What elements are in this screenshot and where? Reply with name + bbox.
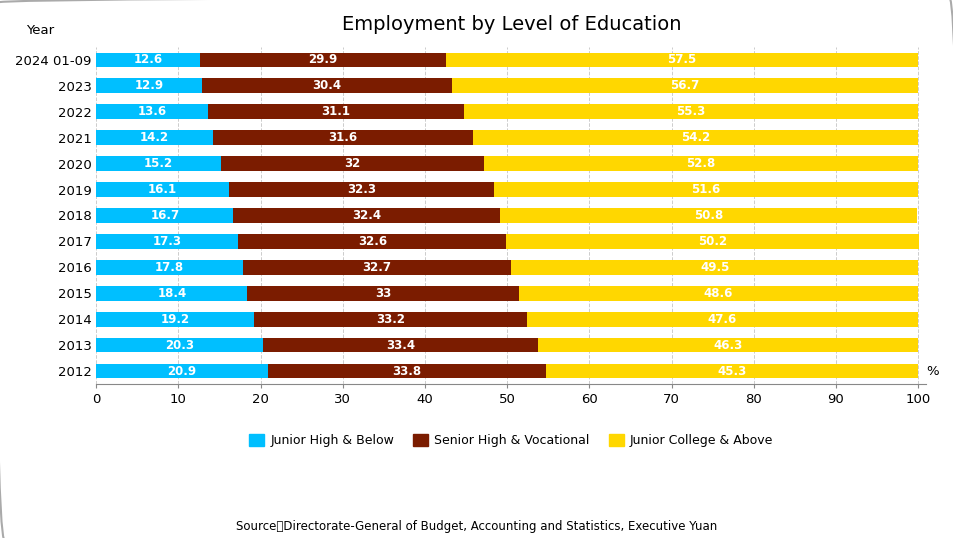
Bar [202, 79, 452, 93]
Text: 48.6: 48.6 [703, 287, 732, 300]
Text: 18.4: 18.4 [157, 287, 186, 300]
Bar [96, 235, 238, 249]
Text: 32.3: 32.3 [347, 183, 375, 196]
Text: %: % [925, 365, 938, 378]
Text: 20.3: 20.3 [165, 339, 194, 352]
Text: 52.8: 52.8 [686, 157, 715, 170]
Text: 47.6: 47.6 [707, 313, 737, 326]
Bar [96, 53, 199, 67]
Text: 51.6: 51.6 [691, 183, 720, 196]
Bar [96, 182, 229, 197]
Bar [253, 312, 526, 327]
Bar [96, 130, 213, 145]
Text: 54.2: 54.2 [680, 131, 709, 144]
Text: 16.1: 16.1 [148, 183, 176, 196]
Text: 20.9: 20.9 [168, 365, 196, 378]
Bar [96, 208, 233, 223]
Bar [263, 338, 537, 352]
Bar [494, 182, 917, 197]
Bar [96, 364, 268, 378]
Bar [96, 104, 208, 119]
Text: 31.6: 31.6 [328, 131, 357, 144]
Text: 45.3: 45.3 [717, 365, 746, 378]
Bar [238, 235, 506, 249]
Bar [96, 79, 202, 93]
Bar [229, 182, 494, 197]
Bar [484, 157, 917, 171]
Bar [96, 338, 263, 352]
Bar [96, 157, 221, 171]
Text: 50.2: 50.2 [698, 235, 726, 248]
Text: 17.8: 17.8 [154, 261, 184, 274]
Bar [96, 260, 242, 274]
Bar [511, 260, 917, 274]
Text: 50.8: 50.8 [693, 209, 722, 222]
Bar [96, 286, 247, 301]
Text: 46.3: 46.3 [713, 339, 741, 352]
Legend: Junior High & Below, Senior High & Vocational, Junior College & Above: Junior High & Below, Senior High & Vocat… [244, 429, 778, 452]
Bar [445, 53, 917, 67]
Text: 32.4: 32.4 [352, 209, 381, 222]
Text: 57.5: 57.5 [666, 53, 696, 66]
Bar [208, 104, 463, 119]
Text: 31.1: 31.1 [321, 105, 350, 118]
Text: 17.3: 17.3 [152, 235, 182, 248]
Text: 29.9: 29.9 [308, 53, 337, 66]
Bar [221, 157, 484, 171]
Text: 33.8: 33.8 [392, 365, 421, 378]
Text: 55.3: 55.3 [676, 105, 705, 118]
Bar [526, 312, 917, 327]
Text: Year: Year [26, 24, 53, 37]
Bar [199, 53, 445, 67]
Text: 56.7: 56.7 [670, 79, 700, 92]
Bar [499, 208, 917, 223]
Text: 13.6: 13.6 [137, 105, 167, 118]
Text: 33.4: 33.4 [385, 339, 415, 352]
Bar [268, 364, 545, 378]
Text: 19.2: 19.2 [160, 313, 190, 326]
Bar [545, 364, 917, 378]
Text: 49.5: 49.5 [700, 261, 729, 274]
Bar [233, 208, 499, 223]
Text: 15.2: 15.2 [144, 157, 173, 170]
Bar [472, 130, 917, 145]
Text: 32: 32 [344, 157, 360, 170]
Text: 33: 33 [375, 287, 391, 300]
Bar [452, 79, 917, 93]
Title: Employment by Level of Education: Employment by Level of Education [341, 15, 680, 34]
Bar [463, 104, 917, 119]
Text: Source：Directorate-General of Budget, Accounting and Statistics, Executive Yuan: Source：Directorate-General of Budget, Ac… [236, 520, 717, 533]
Text: 32.6: 32.6 [357, 235, 387, 248]
Text: 33.2: 33.2 [375, 313, 405, 326]
Text: 14.2: 14.2 [140, 131, 169, 144]
Bar [247, 286, 518, 301]
Bar [96, 312, 253, 327]
Text: 16.7: 16.7 [151, 209, 179, 222]
Bar [213, 130, 472, 145]
Bar [518, 286, 917, 301]
Text: 12.6: 12.6 [133, 53, 162, 66]
Text: 12.9: 12.9 [134, 79, 164, 92]
Text: 32.7: 32.7 [362, 261, 391, 274]
Bar [506, 235, 918, 249]
Bar [537, 338, 917, 352]
Bar [242, 260, 511, 274]
Text: 30.4: 30.4 [313, 79, 341, 92]
